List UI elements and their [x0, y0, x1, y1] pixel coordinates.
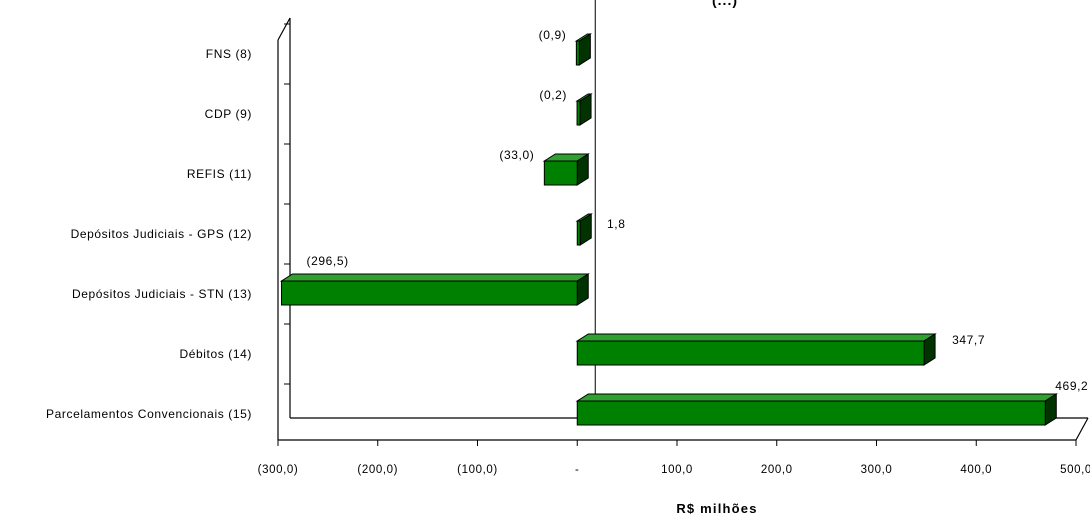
- x-tick-label: 300,0: [861, 464, 893, 476]
- data-label: (0,9): [539, 28, 567, 42]
- x-tick-label: 200,0: [761, 464, 793, 476]
- data-label: 347,7: [952, 333, 985, 347]
- bar-front-face: [576, 100, 581, 126]
- category-label: FNS (8): [206, 47, 252, 61]
- bar-top-face: [575, 393, 1058, 402]
- category-label: CDP (9): [205, 107, 252, 121]
- x-tick-label: 400,0: [960, 464, 992, 476]
- category-label: Depósitos Judiciais - GPS (12): [71, 227, 252, 241]
- left-wall-top-edge: [277, 17, 291, 41]
- bar-front-face: [576, 220, 581, 246]
- bar: [575, 93, 593, 126]
- category-label: Parcelamentos Convencionais (15): [46, 407, 252, 421]
- data-label: 469,2: [1055, 379, 1088, 393]
- data-label: (296,5): [306, 254, 348, 268]
- x-tick-label: (200,0): [357, 464, 398, 476]
- bar-front-face: [543, 160, 578, 186]
- bar-front-face: [576, 340, 925, 366]
- x-tick-label: 100,0: [661, 464, 693, 476]
- bar: [575, 333, 937, 366]
- data-label: 1,8: [607, 217, 625, 231]
- bar-top-face: [575, 333, 937, 342]
- bars-group: [279, 33, 1058, 426]
- labels-group: (300,0) (200,0) (100,0) - 100,0 200,0 300,0 400…: [46, 28, 1090, 476]
- floor-right-edge: [1075, 417, 1089, 441]
- chart-title: (...): [712, 0, 738, 8]
- category-label: REFIS (11): [187, 167, 252, 181]
- x-tick-label: 500,0: [1060, 464, 1090, 476]
- bar-front-face: [280, 280, 578, 306]
- bar-top-face: [279, 273, 590, 282]
- x-tick-label: -: [575, 464, 579, 476]
- x-tick-label: (100,0): [457, 464, 498, 476]
- bar: [279, 273, 590, 306]
- x-axis-title: R$ milhões: [676, 501, 757, 516]
- bar: [575, 393, 1058, 426]
- data-label: (0,2): [539, 88, 567, 102]
- bar-front-face: [576, 400, 1046, 426]
- bar: [574, 33, 593, 66]
- category-label: Depósitos Judiciais - STN (13): [72, 287, 252, 301]
- bar-front-face: [575, 40, 580, 66]
- data-label: (33,0): [499, 148, 534, 162]
- bar: [575, 213, 593, 246]
- x-tick-label: (300,0): [258, 464, 299, 476]
- bar: [542, 153, 590, 186]
- chart-frame: [277, 0, 1089, 446]
- category-label: Débitos (14): [179, 347, 252, 361]
